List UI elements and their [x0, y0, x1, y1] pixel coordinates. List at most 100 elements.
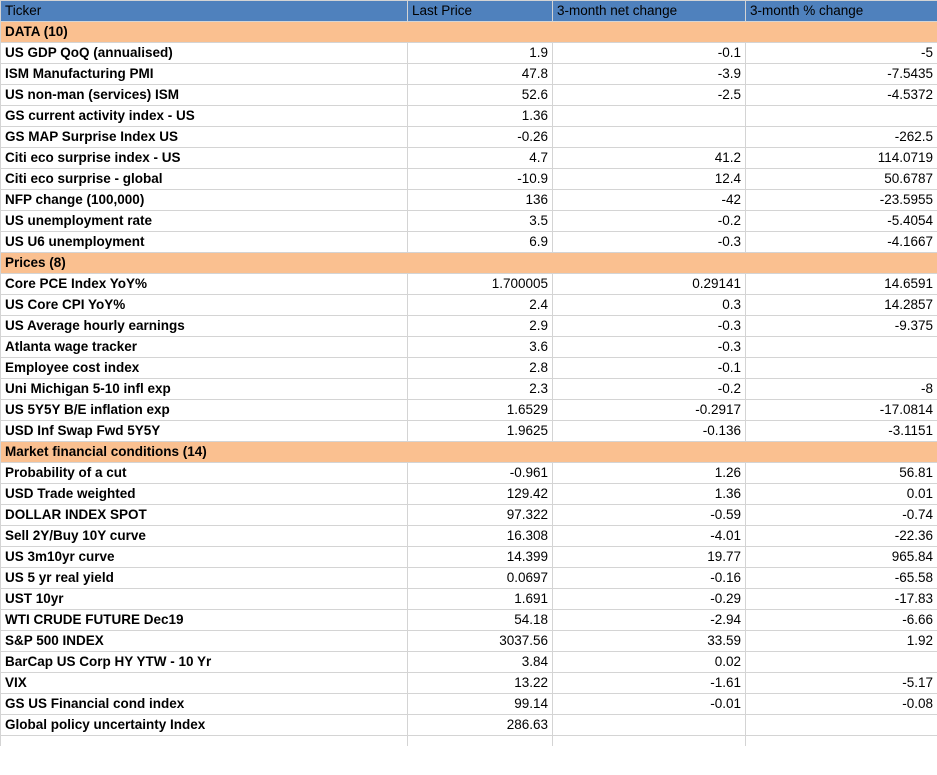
cell-last-price[interactable]: 99.14 [407, 693, 553, 715]
cell-ticker[interactable]: USD Trade weighted [0, 483, 408, 505]
cell-pct-change[interactable]: -0.08 [745, 693, 937, 715]
cell-net-change[interactable]: -3.9 [552, 63, 746, 85]
cell-net-change[interactable]: -0.136 [552, 420, 746, 442]
cell-last-price[interactable]: 1.700005 [407, 273, 553, 295]
cell-last-price[interactable]: 2.4 [407, 294, 553, 316]
cell-ticker[interactable]: Core PCE Index YoY% [0, 273, 408, 295]
cell-last-price[interactable]: 3.5 [407, 210, 553, 232]
cell-pct-change[interactable]: 1.92 [745, 630, 937, 652]
cell-net-change[interactable]: 19.77 [552, 546, 746, 568]
cell-net-change[interactable]: -0.3 [552, 315, 746, 337]
cell-last-price[interactable]: 1.9625 [407, 420, 553, 442]
cell-ticker[interactable]: NFP change (100,000) [0, 189, 408, 211]
cell-net-change[interactable]: 33.59 [552, 630, 746, 652]
section-title[interactable]: Prices (8) [0, 252, 937, 274]
cell-ticker[interactable]: Employee cost index [0, 357, 408, 379]
cell-last-price[interactable]: 6.9 [407, 231, 553, 253]
cell-ticker[interactable]: WTI CRUDE FUTURE Dec19 [0, 609, 408, 631]
cell-last-price[interactable]: -10.9 [407, 168, 553, 190]
cell-pct-change[interactable]: -17.0814 [745, 399, 937, 421]
cell-pct-change[interactable]: -7.5435 [745, 63, 937, 85]
cell-net-change[interactable]: -0.01 [552, 693, 746, 715]
cell-last-price[interactable]: 3.84 [407, 651, 553, 673]
cell-ticker[interactable]: USD Inf Swap Fwd 5Y5Y [0, 420, 408, 442]
cell-last-price[interactable]: -0.961 [407, 462, 553, 484]
cell-ticker[interactable]: US 3m10yr curve [0, 546, 408, 568]
cell-net-change[interactable]: -0.2917 [552, 399, 746, 421]
cell-ticker[interactable]: US Average hourly earnings [0, 315, 408, 337]
cell-last-price[interactable]: 3037.56 [407, 630, 553, 652]
cell-net-change[interactable]: -42 [552, 189, 746, 211]
cell-pct-change[interactable]: -5.4054 [745, 210, 937, 232]
cell-pct-change[interactable]: 14.6591 [745, 273, 937, 295]
cell-last-price[interactable]: 1.9 [407, 42, 553, 64]
cell-ticker[interactable]: Atlanta wage tracker [0, 336, 408, 358]
cell-pct-change[interactable]: 0.01 [745, 483, 937, 505]
cell-pct-change[interactable] [745, 105, 937, 127]
cell-last-price[interactable]: 136 [407, 189, 553, 211]
cell-ticker[interactable]: US 5Y5Y B/E inflation exp [0, 399, 408, 421]
cell-pct-change[interactable]: -0.74 [745, 504, 937, 526]
section-title[interactable]: Market financial conditions (14) [0, 441, 937, 463]
cell-pct-change[interactable]: -22.36 [745, 525, 937, 547]
cell-net-change[interactable]: -0.3 [552, 336, 746, 358]
cell-net-change[interactable]: 0.29141 [552, 273, 746, 295]
cell-last-price[interactable]: 3.6 [407, 336, 553, 358]
cell-ticker[interactable]: Uni Michigan 5-10 infl exp [0, 378, 408, 400]
cell-pct-change[interactable] [745, 336, 937, 358]
cell-last-price[interactable]: 52.6 [407, 84, 553, 106]
cell-pct-change[interactable]: 50.6787 [745, 168, 937, 190]
cell-ticker[interactable]: GS US Financial cond index [0, 693, 408, 715]
cell-net-change[interactable]: -1.61 [552, 672, 746, 694]
cell-last-price[interactable]: 14.399 [407, 546, 553, 568]
cell-last-price[interactable]: -0.26 [407, 126, 553, 148]
cell-ticker[interactable]: GS current activity index - US [0, 105, 408, 127]
cell-pct-change[interactable]: -3.1151 [745, 420, 937, 442]
cell-pct-change[interactable] [745, 651, 937, 673]
cell-pct-change[interactable]: 56.81 [745, 462, 937, 484]
cell-ticker[interactable]: Sell 2Y/Buy 10Y curve [0, 525, 408, 547]
cell-last-price[interactable]: 129.42 [407, 483, 553, 505]
cell-ticker[interactable]: US 5 yr real yield [0, 567, 408, 589]
cell-pct-change[interactable]: -5 [745, 42, 937, 64]
cell-net-change[interactable] [552, 714, 746, 736]
header-last-price[interactable]: Last Price [407, 0, 553, 22]
header-ticker[interactable]: Ticker [0, 0, 408, 22]
cell-pct-change[interactable]: -262.5 [745, 126, 937, 148]
cell-ticker[interactable]: S&P 500 INDEX [0, 630, 408, 652]
cell-pct-change[interactable]: -65.58 [745, 567, 937, 589]
cell-net-change[interactable]: -0.3 [552, 231, 746, 253]
cell-last-price[interactable]: 1.36 [407, 105, 553, 127]
cell-ticker[interactable]: BarCap US Corp HY YTW - 10 Yr [0, 651, 408, 673]
cell-ticker[interactable]: US non-man (services) ISM [0, 84, 408, 106]
cell-pct-change[interactable]: -17.83 [745, 588, 937, 610]
cell-net-change[interactable]: -4.01 [552, 525, 746, 547]
cell-last-price[interactable]: 54.18 [407, 609, 553, 631]
cell-pct-change[interactable]: -4.5372 [745, 84, 937, 106]
empty-cell[interactable] [0, 735, 408, 746]
cell-ticker[interactable]: US GDP QoQ (annualised) [0, 42, 408, 64]
cell-ticker[interactable]: ISM Manufacturing PMI [0, 63, 408, 85]
cell-net-change[interactable]: 0.3 [552, 294, 746, 316]
cell-last-price[interactable]: 97.322 [407, 504, 553, 526]
cell-net-change[interactable]: -2.5 [552, 84, 746, 106]
cell-pct-change[interactable] [745, 357, 937, 379]
cell-last-price[interactable]: 13.22 [407, 672, 553, 694]
cell-net-change[interactable]: -0.2 [552, 378, 746, 400]
cell-pct-change[interactable] [745, 714, 937, 736]
cell-net-change[interactable]: -0.1 [552, 357, 746, 379]
cell-pct-change[interactable]: -4.1667 [745, 231, 937, 253]
header-net-change[interactable]: 3-month net change [552, 0, 746, 22]
cell-ticker[interactable]: US unemployment rate [0, 210, 408, 232]
cell-pct-change[interactable]: -9.375 [745, 315, 937, 337]
cell-net-change[interactable] [552, 126, 746, 148]
cell-ticker[interactable]: Citi eco surprise - global [0, 168, 408, 190]
cell-pct-change[interactable]: -23.5955 [745, 189, 937, 211]
cell-ticker[interactable]: UST 10yr [0, 588, 408, 610]
cell-net-change[interactable]: -0.59 [552, 504, 746, 526]
cell-last-price[interactable]: 4.7 [407, 147, 553, 169]
header-pct-change[interactable]: 3-month % change [745, 0, 937, 22]
cell-last-price[interactable]: 16.308 [407, 525, 553, 547]
cell-net-change[interactable]: 41.2 [552, 147, 746, 169]
cell-last-price[interactable]: 1.691 [407, 588, 553, 610]
